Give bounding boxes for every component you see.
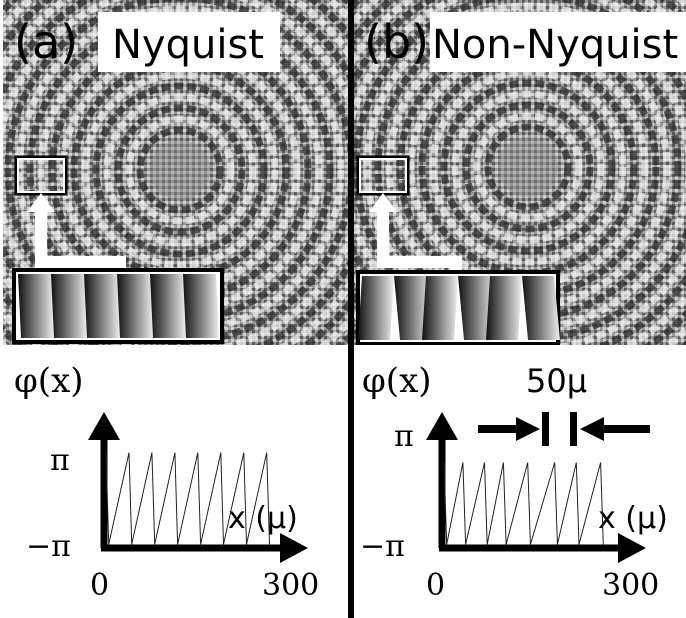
zoom-arrow [377,205,462,272]
phase-ring [4,0,348,345]
panel-title: Nyquist [112,22,264,68]
panel-letter: (a) [14,15,78,69]
x-tick-end: 300 [602,568,659,603]
phase-profile-plot [443,462,604,545]
zoom-inset [356,270,560,346]
inset-phase-stripe [18,274,54,338]
inset-phase-stripe [422,276,458,340]
y-tick-bottom: −π [360,529,405,564]
inset-phase-stripe [51,274,87,338]
zoom-arrow [35,205,126,272]
panel-a: (a) Nyquist φ(x) π −π x (μ) 0 300 [3,0,348,603]
panel-a-figure: (a) Nyquist φ(x) π −π x (μ) 0 300 [3,0,348,603]
phase-profile-plot [105,452,270,545]
y-tick-bottom: −π [26,529,71,564]
panel-b-figure: (b) Non-Nyquist φ(x) 50μ π −π x (μ) 0 30… [354,0,686,618]
phase-ring [136,126,224,214]
x-tick-start: 0 [90,568,109,603]
inset-phase-stripe [522,276,560,340]
y-axis-arrow [88,412,120,440]
panel-title: Non-Nyquist [432,22,678,68]
phase-ring [484,123,572,211]
inset-phase-stripe [394,276,432,340]
x-axis-label: x (μ) [598,501,668,536]
zoom-inset [12,268,224,344]
x-tick-end: 300 [262,568,319,603]
phase-ring [451,90,605,244]
phase-ring [103,93,257,247]
x-tick-start: 0 [426,568,445,603]
phase-ring [440,79,616,255]
panel-divider [348,0,354,618]
phase-series-line [105,452,270,545]
inset-phase-stripe [84,274,120,338]
phase-ring [473,112,583,222]
phase-ring [92,82,268,258]
y-axis-label: φ(x) [14,361,84,401]
inset-phase-stripe [183,274,219,338]
phase-series-line [443,462,604,545]
y-tick-top: π [50,443,70,478]
phase-ring [462,101,594,233]
inset-phase-stripe [117,274,153,338]
phase-ring [354,0,686,343]
inset-phase-stripe [150,274,186,338]
phase-ring [114,104,246,236]
y-axis-arrow [426,412,458,440]
x-axis-arrow [618,533,646,563]
phase-ring [125,115,235,225]
y-tick-top: π [394,419,414,454]
spacing-annotation: 50μ [526,362,587,400]
inset-phase-stripe [458,276,496,340]
x-axis-label: x (μ) [228,501,298,536]
inset-phase-stripe [358,276,394,340]
spacing-indicator [478,412,650,446]
y-axis-label: φ(x) [362,361,432,401]
phase-ring [81,71,279,269]
inset-phase-stripe [486,276,522,340]
x-axis-arrow [280,533,308,563]
panel-b: (b) Non-Nyquist φ(x) 50μ π −π x (μ) 0 30… [354,0,686,618]
panel-letter: (b) [364,15,429,69]
